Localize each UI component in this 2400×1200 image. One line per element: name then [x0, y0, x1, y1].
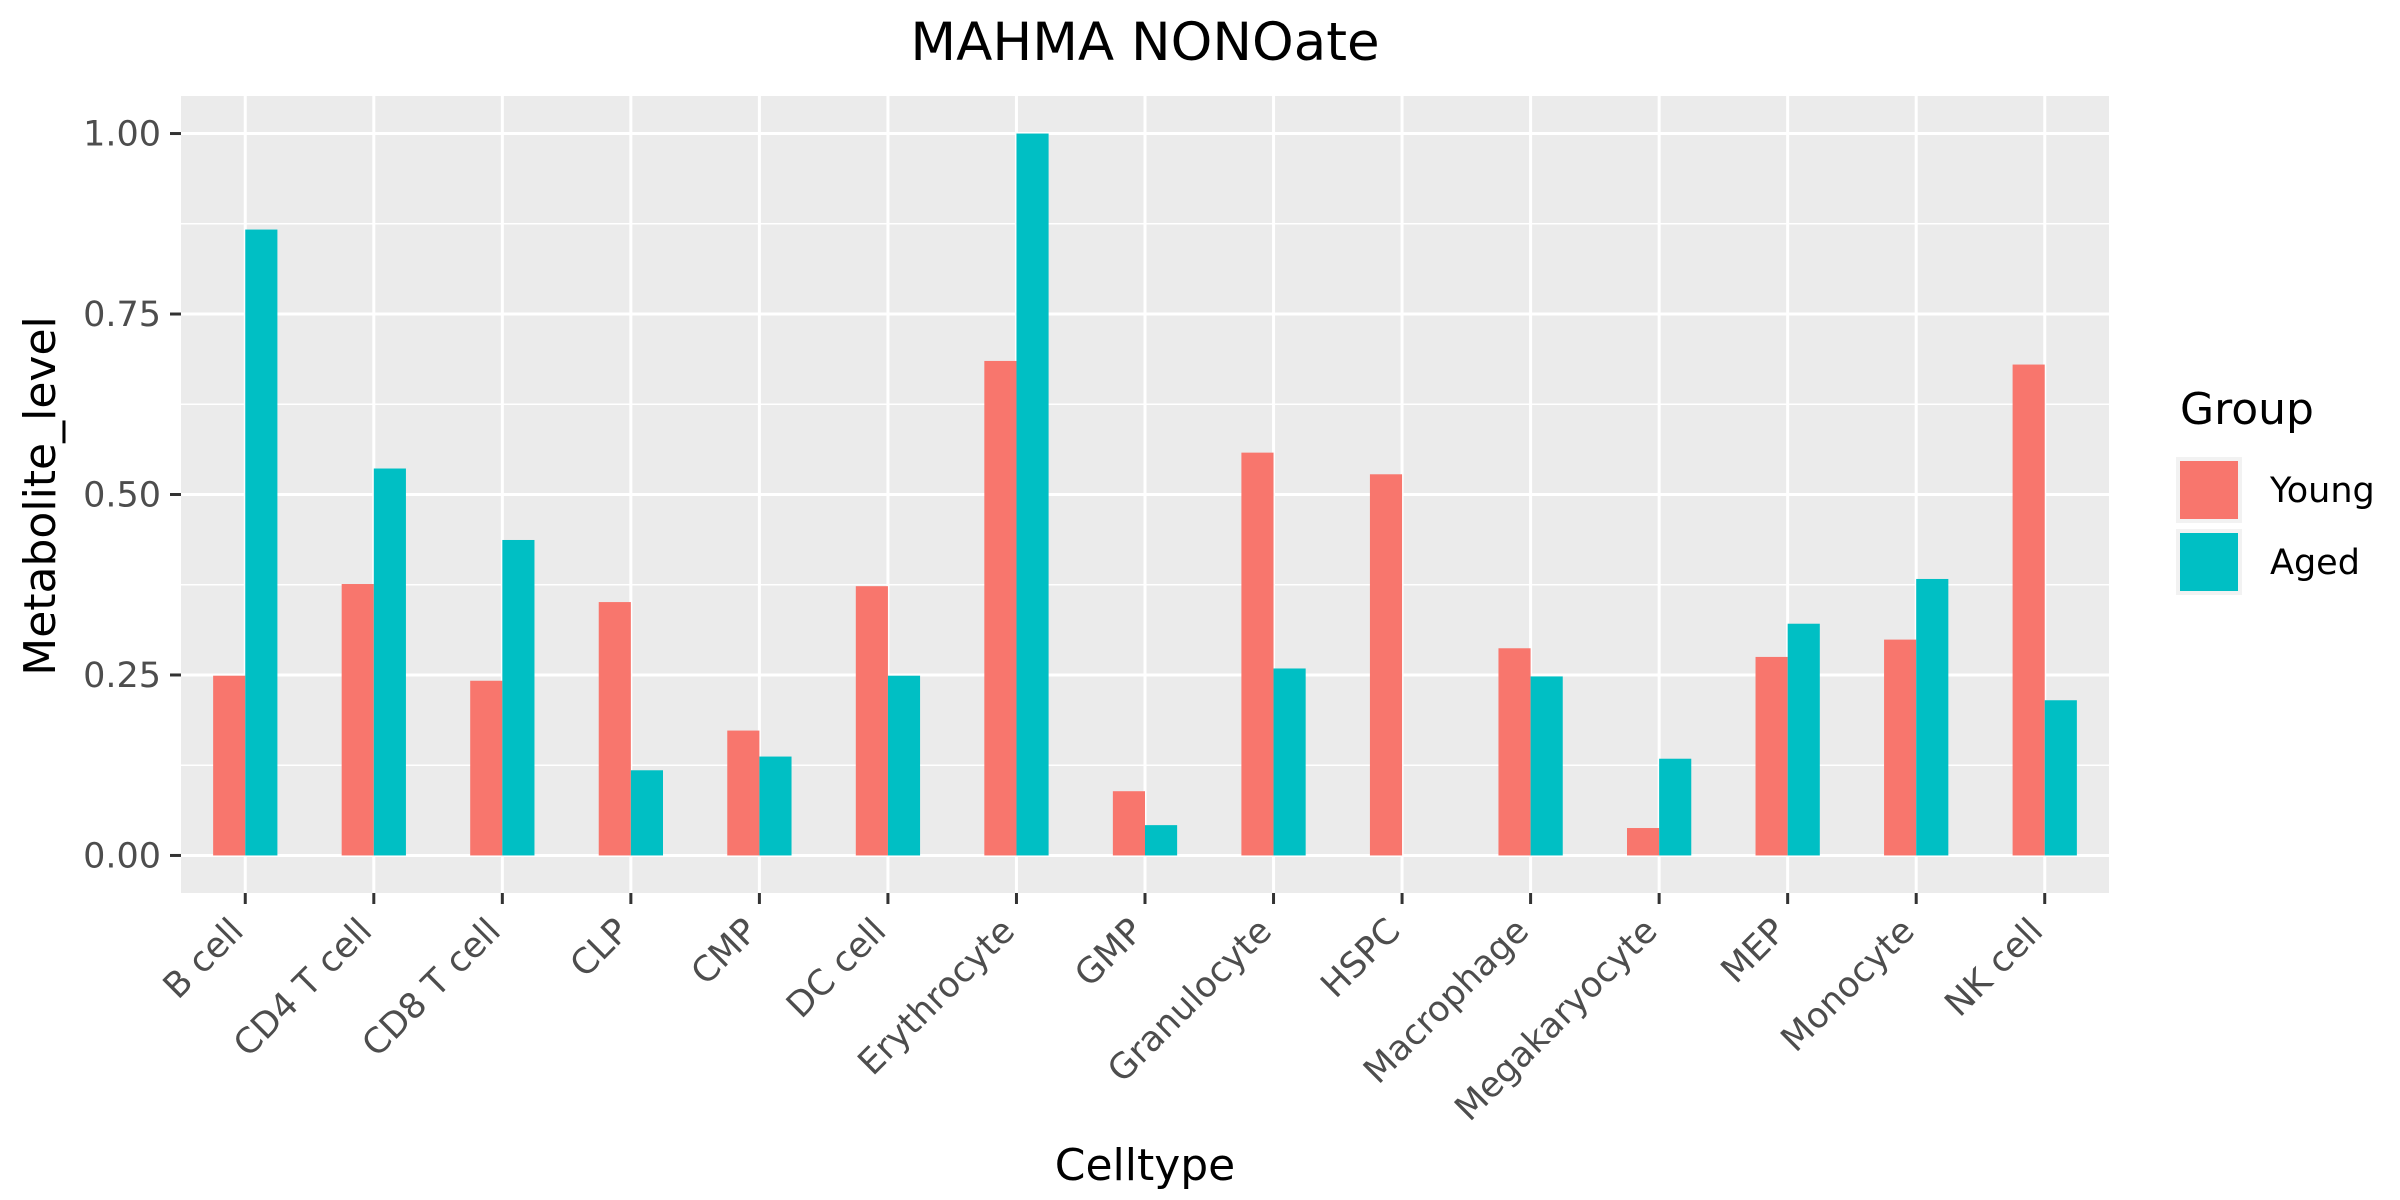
bar-aged-b-cell [245, 229, 278, 856]
y-axis: 0.00 0.25 0.50 0.75 1.00 [83, 115, 181, 876]
legend: Group Young Aged [2176, 384, 2375, 595]
bar-young-clp [598, 602, 631, 856]
bar-young-hspc [1369, 474, 1403, 856]
x-tick-label: DC cell [779, 911, 894, 1026]
y-tick-label: 0.75 [83, 295, 161, 335]
legend-label-aged: Aged [2270, 543, 2360, 583]
x-tick-label: NK cell [1938, 911, 2051, 1024]
x-tick-label: GMP [1068, 911, 1152, 995]
x-tick-label: CD8 T cell [355, 911, 509, 1065]
bar-aged-nk-cell [2044, 700, 2077, 856]
bar-aged-monocyte [1916, 578, 1949, 856]
bar-young-cd8-t-cell [470, 680, 503, 856]
y-tick-label: 0.50 [83, 476, 161, 516]
legend-label-young: Young [2269, 471, 2375, 511]
x-tick-label: Monocyte [1774, 911, 1923, 1060]
y-tick-label: 0.00 [83, 836, 161, 876]
x-tick-label: B cell [156, 911, 252, 1007]
bar-aged-cd8-t-cell [502, 539, 535, 856]
bar-young-gmp [1112, 791, 1145, 856]
chart-title: MAHMA NONOate [910, 12, 1379, 73]
bar-young-granulocyte [1241, 452, 1274, 856]
x-tick-label: MEP [1714, 911, 1794, 991]
bar-young-cd4-t-cell [341, 584, 374, 856]
bar-young-megakaryocyte [1627, 828, 1660, 856]
y-tick-label: 1.00 [83, 115, 161, 155]
bar-young-erythrocyte [984, 360, 1017, 856]
bar-young-monocyte [1884, 639, 1917, 856]
legend-title: Group [2180, 384, 2314, 435]
x-tick-label: HSPC [1314, 911, 1409, 1006]
bar-young-cmp [727, 730, 760, 856]
legend-swatch-young [2180, 461, 2238, 519]
bar-aged-cd4-t-cell [373, 468, 406, 856]
bar-aged-granulocyte [1273, 668, 1306, 856]
bar-aged-megakaryocyte [1659, 758, 1692, 856]
bar-young-nk-cell [2012, 364, 2045, 856]
x-tick-label: CD4 T cell [226, 911, 380, 1065]
bar-aged-dc-cell [887, 675, 921, 856]
bar-young-b-cell [213, 675, 246, 856]
bar-young-dc-cell [855, 586, 888, 856]
x-tick-label: CLP [563, 911, 637, 985]
bars [213, 133, 2077, 856]
bar-aged-erythrocyte [1016, 133, 1049, 856]
bar-young-macrophage [1498, 648, 1531, 856]
bar-aged-gmp [1145, 825, 1178, 856]
bar-aged-clp [630, 770, 663, 856]
bar-aged-cmp [759, 756, 792, 856]
bar-aged-macrophage [1530, 676, 1563, 856]
y-axis-title: Metabolite_level [15, 316, 66, 676]
legend-swatch-aged [2180, 533, 2238, 591]
x-tick-label: CMP [684, 911, 766, 993]
bar-young-mep [1755, 656, 1788, 856]
x-axis-title: Celltype [1055, 1140, 1236, 1191]
y-tick-label: 0.25 [83, 656, 161, 696]
bar-aged-mep [1787, 623, 1820, 856]
